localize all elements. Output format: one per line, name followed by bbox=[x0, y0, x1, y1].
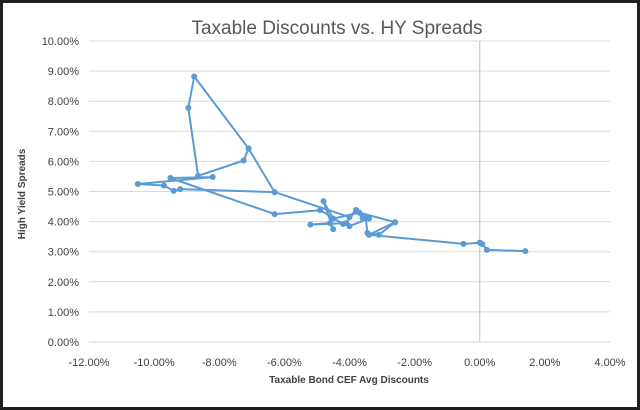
y-tick-label: 1.00% bbox=[48, 307, 79, 319]
x-tick-labels: -12.00% -10.00% -8.00% -6.00% -4.00% -2.00% 0.… bbox=[69, 357, 626, 369]
grid-lines bbox=[89, 40, 610, 343]
x-tick-label: -4.00% bbox=[332, 357, 367, 369]
data-point bbox=[339, 221, 346, 228]
data-point bbox=[177, 186, 184, 193]
data-point bbox=[185, 104, 192, 111]
y-tick-label: 9.00% bbox=[48, 66, 79, 78]
y-tick-label: 5.00% bbox=[48, 187, 79, 199]
chart-title: Taxable Discounts vs. HY Spreads bbox=[191, 18, 482, 39]
data-point bbox=[375, 231, 382, 238]
x-tick-label: 0.00% bbox=[464, 357, 495, 369]
y-tick-label: 8.00% bbox=[48, 96, 79, 108]
data-point bbox=[195, 172, 202, 179]
data-point bbox=[346, 223, 353, 230]
x-tick-label: -10.00% bbox=[134, 357, 175, 369]
y-tick-label: 4.00% bbox=[48, 217, 79, 229]
data-point bbox=[167, 174, 174, 181]
x-tick-label: -12.00% bbox=[69, 357, 110, 369]
data-point bbox=[483, 246, 490, 253]
data-point bbox=[245, 145, 252, 152]
data-point bbox=[353, 207, 360, 214]
y-tick-labels: 0.00% 1.00% 2.00% 3.00% 4.00% 5.00% 6.00% 7.00%… bbox=[42, 36, 80, 349]
y-tick-label: 3.00% bbox=[48, 247, 79, 259]
data-point bbox=[346, 214, 353, 221]
data-point bbox=[160, 182, 167, 189]
y-tick-label: 6.00% bbox=[48, 156, 79, 168]
data-point bbox=[460, 240, 467, 247]
data-point bbox=[191, 73, 198, 80]
chart-canvas: Taxable Discounts vs. HY Spreads 0.00% 1.… bbox=[17, 18, 626, 386]
y-tick-label: 10.00% bbox=[42, 36, 80, 48]
y-tick-label: 7.00% bbox=[48, 126, 79, 138]
data-point bbox=[362, 214, 369, 221]
data-point bbox=[364, 230, 371, 237]
x-tick-label: -8.00% bbox=[202, 357, 237, 369]
x-tick-label: -2.00% bbox=[397, 357, 432, 369]
data-point bbox=[317, 207, 324, 214]
data-point bbox=[326, 220, 333, 227]
y-tick-label: 0.00% bbox=[48, 337, 79, 349]
x-axis-label: Taxable Bond CEF Avg Discounts bbox=[269, 375, 429, 386]
series-markers bbox=[134, 73, 529, 255]
y-axis-label: High Yield Spreads bbox=[17, 148, 28, 239]
x-tick-label: -6.00% bbox=[267, 357, 302, 369]
data-point bbox=[392, 219, 399, 226]
data-point bbox=[476, 239, 483, 246]
data-point bbox=[271, 189, 278, 196]
data-point bbox=[320, 198, 327, 205]
data-point bbox=[330, 215, 337, 222]
x-tick-label: 2.00% bbox=[529, 357, 560, 369]
data-point bbox=[330, 226, 337, 233]
x-tick-label: 4.00% bbox=[594, 357, 625, 369]
data-point bbox=[240, 157, 247, 164]
data-point bbox=[209, 174, 216, 181]
data-point bbox=[134, 180, 141, 187]
data-point bbox=[170, 187, 177, 194]
data-point bbox=[271, 211, 278, 218]
y-tick-label: 2.00% bbox=[48, 277, 79, 289]
data-point bbox=[307, 221, 314, 228]
data-point bbox=[522, 248, 529, 255]
